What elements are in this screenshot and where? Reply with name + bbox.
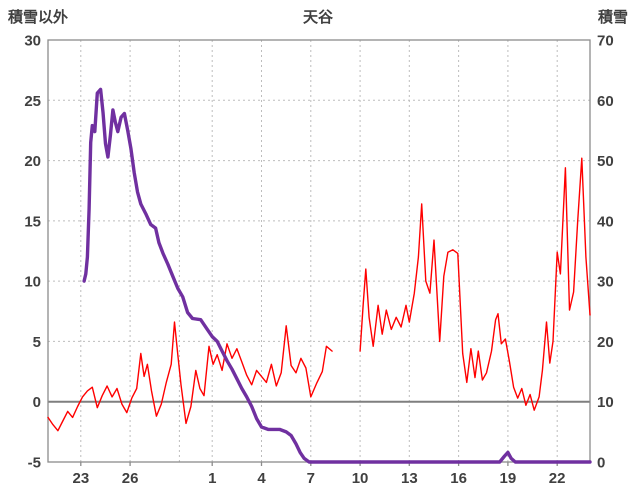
y-right-tick-label: 30 xyxy=(597,274,614,291)
y-right-tick-label: 20 xyxy=(597,334,614,351)
x-tick-label: 16 xyxy=(450,470,467,487)
y-left-tick-label: 20 xyxy=(24,153,41,170)
x-tick-label: 22 xyxy=(549,470,566,487)
left-axis-title: 積雪以外 xyxy=(8,9,69,26)
y-left-tick-label: 5 xyxy=(33,334,41,351)
x-tick-label: 13 xyxy=(401,470,418,487)
series-line-0 xyxy=(359,157,591,411)
x-tick-label: 10 xyxy=(352,470,369,487)
x-tick-label: 23 xyxy=(73,470,90,487)
chart-title: 天谷 xyxy=(302,9,333,26)
y-right-tick-label: 50 xyxy=(597,153,614,170)
y-right-tick-label: 40 xyxy=(597,213,614,230)
y-right-tick-label: 60 xyxy=(597,93,614,110)
x-tick-label: 1 xyxy=(208,470,216,487)
series-line-1 xyxy=(82,87,592,464)
x-tick-label: 26 xyxy=(122,470,139,487)
right-axis-title: 積雪 xyxy=(597,9,628,26)
y-right-tick-label: 10 xyxy=(597,394,614,411)
y-left-tick-label: 30 xyxy=(24,33,41,50)
x-tick-label: 4 xyxy=(257,470,266,487)
plot-border xyxy=(47,39,591,463)
y-left-tick-label: -5 xyxy=(28,455,41,472)
y-left-tick-label: 15 xyxy=(24,213,41,230)
y-left-tick-label: 25 xyxy=(24,93,41,110)
y-left-tick-label: 10 xyxy=(24,274,41,291)
y-right-tick-label: 70 xyxy=(597,33,614,50)
y-left-tick-label: 0 xyxy=(33,394,41,411)
x-tick-label: 7 xyxy=(307,470,315,487)
x-tick-label: 19 xyxy=(500,470,517,487)
y-right-tick-label: 0 xyxy=(597,455,605,472)
series-line-0 xyxy=(47,321,333,432)
